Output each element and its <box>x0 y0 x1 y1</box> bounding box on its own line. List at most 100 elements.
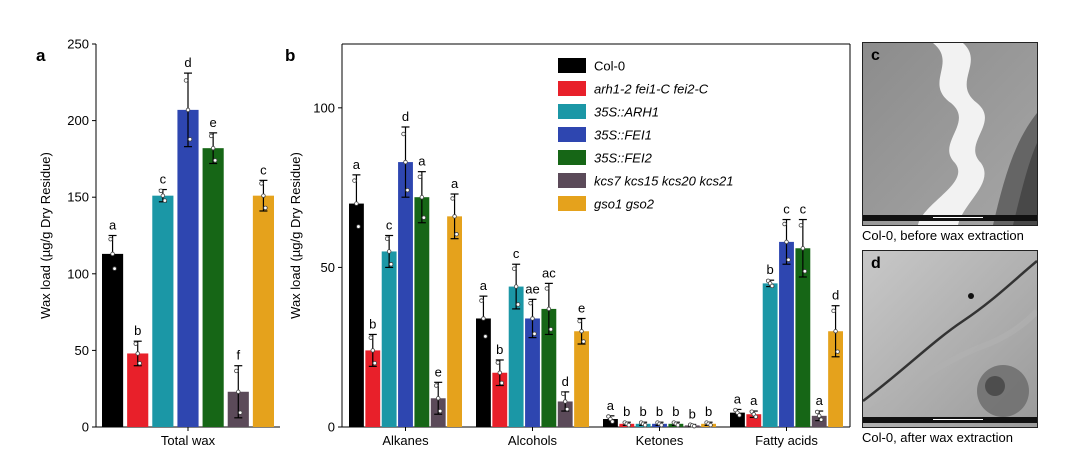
data-point <box>548 327 554 332</box>
legend-swatch <box>558 150 586 165</box>
significance-letter: c <box>513 246 520 261</box>
bar <box>508 286 524 427</box>
data-point <box>210 145 216 151</box>
significance-letter: d <box>832 288 839 303</box>
legend-swatch <box>558 127 586 142</box>
panel-letter-b: b <box>285 46 296 65</box>
data-point <box>403 159 408 165</box>
data-point <box>438 408 443 414</box>
y-tick-label: 0 <box>82 420 89 435</box>
bar <box>102 253 124 427</box>
data-point <box>800 246 806 251</box>
data-point <box>737 412 742 418</box>
data-point <box>454 232 459 237</box>
data-point <box>108 236 113 242</box>
significance-letter: f <box>236 348 240 363</box>
x-tick-label: Total wax <box>161 433 216 448</box>
significance-letter: b <box>767 262 774 277</box>
bar <box>398 162 413 427</box>
data-point <box>162 198 168 203</box>
caption-d: Col-0, after wax extraction <box>862 430 1014 445</box>
data-point <box>798 223 804 228</box>
chart-total-wax: 0 50 100 150 200 250 Wax load (µg/g Dry Residu… <box>38 37 280 448</box>
panel-letter-a: a <box>36 46 46 65</box>
y-tick-label: 250 <box>67 37 89 52</box>
significance-letter: c <box>783 202 790 217</box>
data-point <box>135 351 140 356</box>
significance-letter: a <box>480 278 488 293</box>
data-point <box>238 410 243 415</box>
data-point <box>546 306 552 312</box>
x-tick-label: Ketones <box>636 433 684 448</box>
bar <box>779 241 794 427</box>
significance-letter: a <box>418 154 426 169</box>
significance-letter: a <box>734 391 742 406</box>
data-point <box>112 266 117 271</box>
y-tick-label: 50 <box>321 260 335 275</box>
bar <box>762 283 778 427</box>
data-point <box>692 423 697 429</box>
bar <box>127 353 149 427</box>
data-point <box>708 422 713 428</box>
data-point <box>515 302 521 307</box>
panel-letter-c: c <box>871 47 880 64</box>
significance-letter: c <box>160 172 167 187</box>
x-tick-label: Fatty acids <box>755 433 818 448</box>
y-tick-label: 150 <box>67 190 89 205</box>
y-tick-label: 100 <box>313 100 335 115</box>
legend-swatch <box>558 196 586 211</box>
data-point <box>187 137 193 142</box>
significance-letter: b <box>656 404 663 419</box>
bar <box>492 372 508 427</box>
bar <box>177 109 199 427</box>
data-point <box>563 399 568 404</box>
data-point <box>160 193 166 198</box>
significance-letter: e <box>578 300 585 315</box>
bar <box>574 331 589 427</box>
significance-letter: a <box>451 176 459 191</box>
data-point <box>434 383 439 388</box>
bar <box>414 197 430 427</box>
significance-letter: c <box>260 162 267 177</box>
significance-letter: ae <box>525 281 539 296</box>
data-point <box>579 329 584 334</box>
significance-letter: a <box>353 157 361 172</box>
data-point <box>831 308 836 314</box>
data-point <box>530 316 535 321</box>
data-point <box>370 348 375 353</box>
scale-bar-d <box>863 417 1037 423</box>
significance-letter: d <box>184 55 191 70</box>
bar <box>541 308 557 427</box>
y-axis-label: Wax load (µg/g Dry Residue) <box>288 152 303 319</box>
legend-label: Col-0 <box>594 59 625 74</box>
data-point <box>212 158 218 163</box>
y-tick-label: 200 <box>67 113 89 128</box>
significance-letter: a <box>109 218 117 233</box>
bar <box>381 251 397 427</box>
legend-label: gso1 gso2 <box>594 197 655 212</box>
significance-letter: c <box>386 218 393 233</box>
data-point <box>815 409 820 415</box>
data-point <box>577 318 582 324</box>
data-point <box>802 269 808 274</box>
data-point <box>133 341 138 346</box>
legend-swatch <box>558 104 586 119</box>
legend-swatch <box>558 81 586 96</box>
significance-letter: b <box>672 404 679 419</box>
data-point <box>421 215 427 220</box>
data-point <box>835 349 840 354</box>
data-point <box>263 205 268 211</box>
bar <box>525 318 540 427</box>
legend-label: 35S::FEI1 <box>594 128 652 143</box>
data-point <box>528 300 533 306</box>
significance-letter: b <box>369 316 376 331</box>
legend-label: 35S::ARH1 <box>594 105 659 120</box>
data-point <box>497 370 502 375</box>
tem-image-after-extraction: d <box>862 250 1038 428</box>
significance-letter: e <box>435 364 442 379</box>
bar <box>349 203 364 427</box>
bar <box>476 318 491 427</box>
significance-letter: a <box>750 393 758 408</box>
significance-letter: b <box>134 323 141 338</box>
data-point <box>372 360 377 366</box>
